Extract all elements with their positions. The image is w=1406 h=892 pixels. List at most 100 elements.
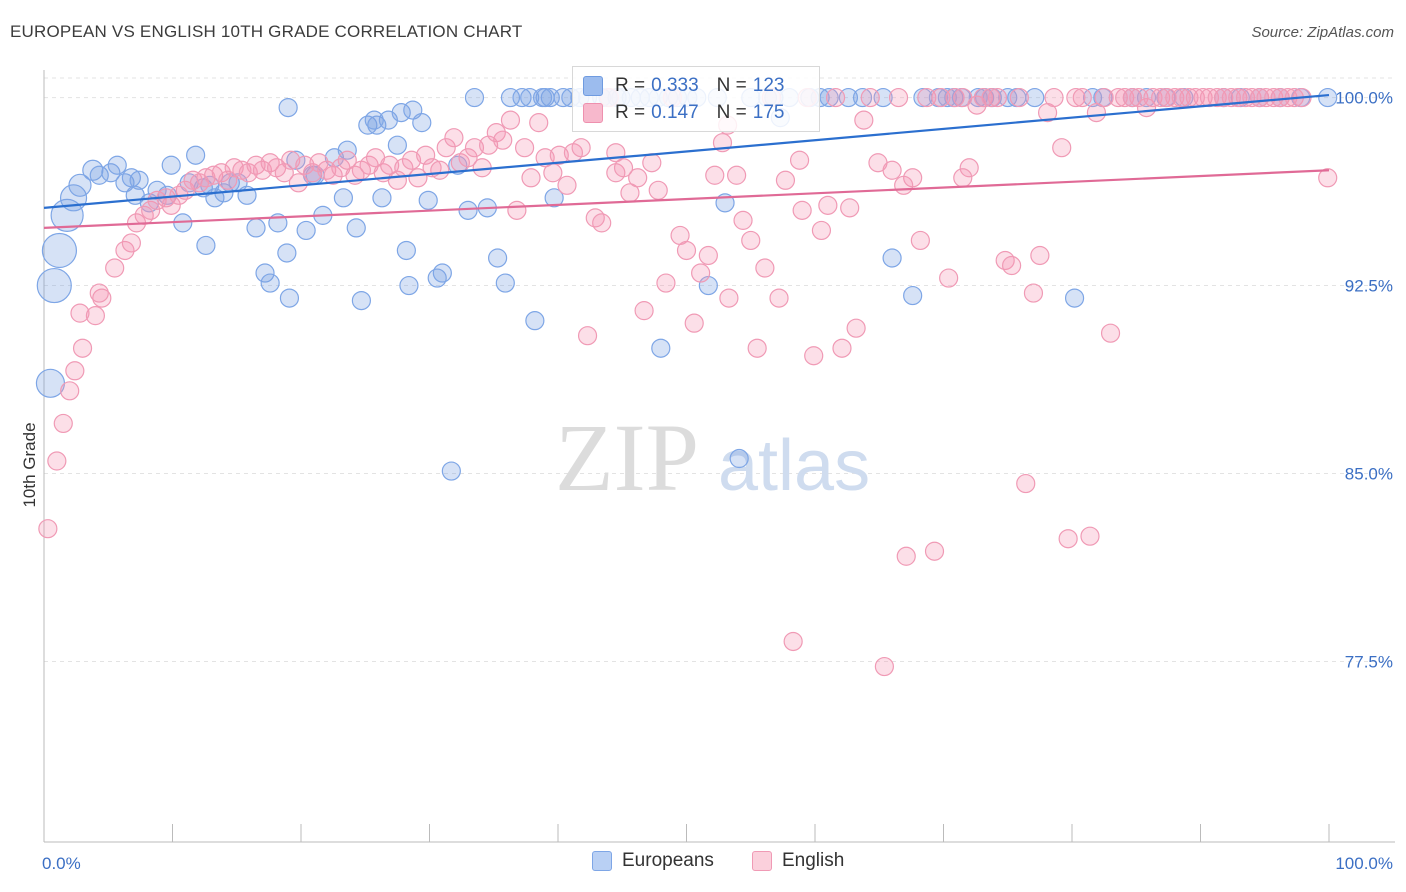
- data-point: [783, 631, 803, 652]
- data-point: [1264, 87, 1284, 108]
- data-point: [846, 318, 866, 338]
- data-point: [364, 110, 384, 130]
- data-point: [246, 218, 266, 238]
- data-point: [894, 175, 914, 195]
- data-point: [755, 258, 775, 278]
- data-point: [549, 145, 569, 165]
- data-point: [68, 173, 92, 197]
- data-point: [125, 185, 145, 205]
- data-point: [41, 232, 78, 269]
- data-point: [1082, 87, 1103, 108]
- data-point: [141, 200, 161, 220]
- data-point: [987, 87, 1008, 108]
- data-point: [747, 338, 767, 358]
- data-point: [458, 200, 478, 220]
- n-value: 175: [752, 102, 785, 123]
- data-point: [1115, 87, 1135, 108]
- data-point: [246, 155, 266, 175]
- legend-item-europeans[interactable]: Europeans: [592, 850, 714, 872]
- data-point: [1129, 87, 1149, 108]
- stats-swatch-english: [583, 103, 603, 123]
- data-point: [53, 413, 73, 434]
- r-value: 0.333: [651, 75, 699, 96]
- data-point: [337, 140, 357, 160]
- data-point: [1030, 245, 1050, 266]
- data-point: [278, 97, 298, 118]
- data-point: [557, 175, 577, 195]
- data-point: [372, 188, 392, 208]
- data-point: [430, 160, 450, 180]
- data-point: [1143, 87, 1163, 108]
- data-point: [129, 170, 149, 190]
- stats-row-europeans: R = 0.333 N = 123: [583, 73, 790, 99]
- data-point: [648, 180, 668, 200]
- stats-row-english: R = 0.147 N = 175: [583, 100, 790, 126]
- data-point: [521, 168, 541, 188]
- data-point: [945, 87, 965, 108]
- x-tick-label: 0.0%: [42, 854, 81, 873]
- data-point: [1318, 87, 1338, 108]
- legend-item-english[interactable]: English: [752, 850, 844, 872]
- data-point: [507, 200, 527, 220]
- data-point: [1157, 87, 1177, 108]
- data-point: [422, 158, 442, 178]
- data-point: [412, 113, 432, 133]
- data-point: [924, 541, 945, 561]
- data-point: [1025, 87, 1045, 108]
- data-point: [1165, 87, 1185, 108]
- data-point: [789, 150, 810, 170]
- data-point: [953, 168, 973, 188]
- data-point: [852, 87, 873, 108]
- stats-swatch-europeans: [583, 76, 603, 96]
- data-point: [535, 148, 555, 168]
- data-point: [302, 163, 323, 183]
- n-label: N =: [716, 75, 747, 96]
- data-point: [351, 290, 371, 311]
- data-point: [512, 87, 532, 108]
- data-point: [698, 245, 718, 266]
- data-point: [274, 163, 294, 183]
- data-point: [592, 213, 612, 233]
- axes: [43, 70, 1395, 843]
- data-point: [418, 190, 438, 210]
- data-point: [705, 165, 725, 185]
- data-point: [432, 263, 452, 283]
- data-point: [186, 145, 206, 165]
- data-point: [888, 87, 909, 108]
- data-point: [656, 273, 676, 293]
- data-point: [288, 173, 309, 193]
- data-point: [416, 145, 436, 165]
- data-point: [1009, 87, 1029, 108]
- data-point: [959, 158, 979, 178]
- data-point: [441, 461, 461, 481]
- data-point: [1058, 529, 1078, 549]
- data-point: [464, 138, 485, 158]
- data-point: [65, 361, 85, 381]
- data-point: [1122, 87, 1142, 108]
- chart-title: EUROPEAN VS ENGLISH 10TH GRADE CORRELATI…: [10, 22, 523, 41]
- y-axis-label: 10th Grade: [20, 422, 39, 507]
- data-point: [727, 165, 747, 185]
- data-point: [448, 155, 468, 175]
- data-point: [36, 267, 72, 304]
- data-point: [811, 220, 832, 241]
- data-point: [1207, 87, 1227, 108]
- data-point: [1064, 288, 1085, 308]
- data-point: [47, 451, 67, 471]
- y-tick-label: 92.5%: [1345, 277, 1393, 296]
- data-point: [495, 273, 515, 293]
- data-point: [85, 306, 106, 326]
- data-point: [733, 210, 753, 230]
- data-point: [1151, 87, 1171, 108]
- source-credit: Source: ZipAtlas.com: [1251, 24, 1394, 41]
- data-point: [995, 250, 1015, 271]
- y-tick-labels: 100.0% 92.5% 85.0% 77.5%: [1335, 89, 1393, 672]
- data-point: [391, 103, 411, 123]
- data-point: [38, 519, 58, 539]
- data-point: [121, 233, 141, 253]
- data-point: [211, 163, 231, 183]
- data-point: [634, 301, 654, 321]
- data-point: [825, 87, 846, 108]
- n-value: 123: [752, 75, 785, 96]
- r-value: 0.147: [651, 102, 699, 123]
